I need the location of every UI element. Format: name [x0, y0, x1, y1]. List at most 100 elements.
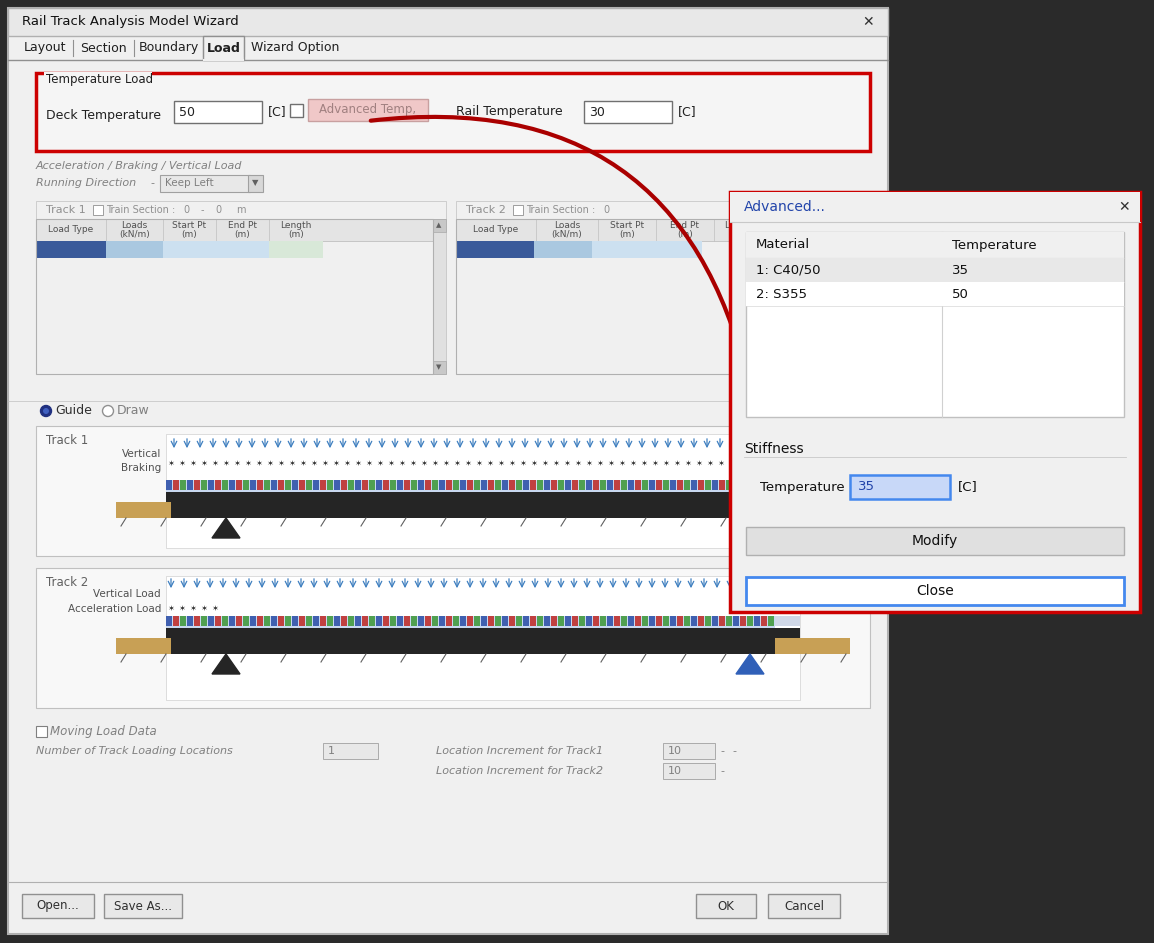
Bar [432, 480, 439, 490]
Text: ✶: ✶ [233, 459, 240, 469]
Text: ✶: ✶ [398, 459, 405, 469]
Bar [745, 577, 1124, 605]
Bar [166, 480, 172, 490]
Text: -: - [201, 205, 204, 215]
Bar [760, 616, 767, 626]
Bar [593, 616, 599, 626]
Bar [614, 480, 620, 490]
Text: Rail Track Analysis Model Wizard: Rail Track Analysis Model Wizard [22, 15, 239, 28]
Bar [104, 894, 182, 918]
Bar [769, 616, 774, 626]
Text: ✶: ✶ [509, 459, 516, 469]
Text: ✶: ✶ [497, 459, 504, 469]
Text: ✶: ✶ [762, 459, 769, 469]
Bar [166, 616, 775, 628]
Bar [698, 480, 704, 490]
Bar [705, 480, 711, 490]
Text: ✶: ✶ [553, 459, 560, 469]
Text: ✶: ✶ [674, 459, 681, 469]
Bar [621, 616, 627, 626]
Bar [647, 241, 702, 258]
Bar [36, 73, 870, 151]
Text: Temperature: Temperature [952, 239, 1036, 252]
Bar [600, 480, 606, 490]
Bar [418, 480, 424, 490]
Bar [733, 616, 739, 626]
Text: [C]: [C] [958, 481, 977, 493]
Bar [509, 616, 515, 626]
Text: -: - [720, 746, 724, 756]
Bar [705, 616, 711, 626]
Bar [516, 616, 522, 626]
Text: (kN/m): (kN/m) [119, 229, 150, 239]
Text: ✶: ✶ [718, 459, 725, 469]
Bar [194, 480, 200, 490]
Text: Rail Temperature: Rail Temperature [456, 106, 563, 119]
Text: ✶: ✶ [684, 459, 691, 469]
Bar [698, 616, 704, 626]
Circle shape [43, 408, 48, 414]
Bar [290, 104, 304, 117]
Bar [411, 480, 417, 490]
Bar [369, 480, 375, 490]
Bar [355, 480, 361, 490]
Bar [642, 480, 649, 490]
Bar [166, 628, 800, 638]
Text: OK: OK [718, 900, 734, 913]
Bar [559, 616, 564, 626]
Bar [222, 480, 228, 490]
Text: 10: 10 [668, 766, 682, 776]
Bar [36, 568, 870, 708]
Bar [691, 616, 697, 626]
Text: ✶: ✶ [388, 459, 395, 469]
Text: -: - [150, 178, 153, 188]
Bar [621, 480, 627, 490]
Text: Advanced Temp,: Advanced Temp, [320, 104, 417, 117]
Bar [769, 480, 774, 490]
Bar [649, 616, 655, 626]
Bar [537, 616, 544, 626]
Bar [775, 638, 850, 654]
Bar [474, 616, 480, 626]
Bar [376, 480, 382, 490]
Text: [C]: [C] [679, 106, 697, 119]
Bar [745, 232, 1124, 258]
Bar [677, 616, 683, 626]
Bar [411, 616, 417, 626]
Bar [349, 480, 354, 490]
Bar [635, 616, 640, 626]
Bar [565, 616, 571, 626]
Bar [523, 616, 529, 626]
Bar [502, 616, 508, 626]
Bar [323, 743, 379, 759]
Text: (m): (m) [234, 229, 250, 239]
Bar [171, 502, 785, 518]
Bar [514, 205, 523, 215]
Text: End Pt: End Pt [670, 222, 699, 230]
Text: Wizard Option: Wizard Option [252, 41, 339, 55]
Bar [432, 616, 439, 626]
Bar [474, 480, 480, 490]
Bar [36, 426, 870, 556]
Bar [664, 616, 669, 626]
Bar [248, 175, 263, 192]
Bar [93, 205, 103, 215]
Text: (m): (m) [732, 229, 748, 239]
Text: ✶: ✶ [288, 459, 295, 469]
Bar [215, 616, 222, 626]
Bar [376, 616, 382, 626]
Bar [754, 616, 760, 626]
Text: ✶: ✶ [696, 459, 703, 469]
Text: 0: 0 [215, 205, 222, 215]
Bar [439, 616, 445, 626]
Bar [292, 616, 298, 626]
Bar [445, 480, 452, 490]
Bar [117, 502, 850, 518]
Text: Material: Material [756, 239, 810, 252]
Bar [264, 616, 270, 626]
Text: Start Pt: Start Pt [172, 222, 207, 230]
Bar [306, 616, 312, 626]
Bar [460, 616, 466, 626]
Text: Moving Load Data: Moving Load Data [50, 725, 157, 738]
Bar [349, 616, 354, 626]
